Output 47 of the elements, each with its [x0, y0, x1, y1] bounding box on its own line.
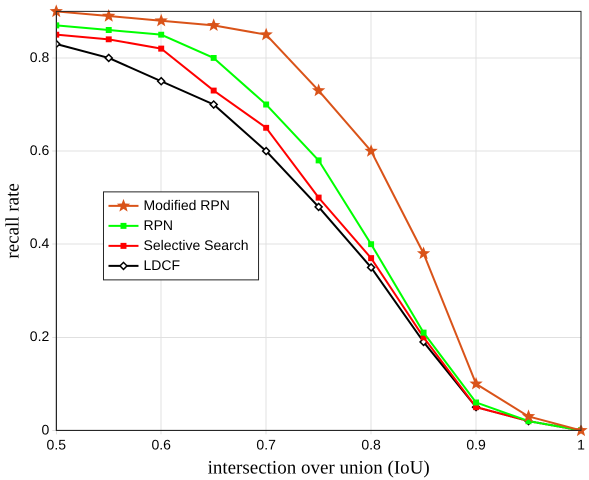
point [106, 27, 112, 33]
y-tick-label: 0 [41, 421, 50, 438]
point [366, 263, 376, 272]
point [154, 14, 168, 26]
legend-label: RPN [143, 216, 174, 233]
point [312, 84, 326, 96]
point [522, 409, 536, 422]
point [102, 9, 116, 22]
point [158, 46, 164, 52]
y-tick-label: 0.8 [30, 48, 50, 65]
x-tick-label: 0.8 [361, 436, 382, 453]
point [158, 32, 164, 38]
point [316, 194, 322, 201]
point [263, 102, 270, 108]
point [106, 36, 112, 42]
point [364, 144, 378, 157]
x-tick-label: 1 [577, 436, 586, 453]
point [210, 88, 217, 94]
x-axis-title: intersection over union (IoU) [208, 458, 430, 479]
y-tick-label: 0.6 [30, 142, 50, 158]
point [207, 18, 220, 32]
legend-label: Selective Search [143, 236, 249, 253]
x-tick-label: 0.9 [466, 436, 486, 453]
point [209, 100, 218, 109]
point [263, 124, 270, 131]
x-tick-label: 0.7 [256, 436, 276, 453]
legend-label: Modified RPN [143, 196, 230, 213]
x-tick-label: 0.5 [46, 436, 66, 453]
point [260, 28, 273, 40]
point [210, 54, 217, 61]
legend-label: LDCF [143, 256, 180, 273]
point [416, 246, 430, 260]
y-tick-label: 0.4 [30, 235, 50, 252]
point [420, 330, 427, 336]
point [156, 76, 166, 86]
point [469, 376, 483, 390]
point [368, 241, 374, 248]
point [473, 399, 480, 406]
point [316, 157, 322, 164]
y-axis-title: recall rate [2, 183, 24, 259]
point [50, 4, 63, 18]
point [104, 54, 113, 62]
x-tick-label: 0.6 [151, 436, 172, 453]
point [314, 202, 323, 212]
point [262, 146, 270, 156]
y-tick-label: 0.2 [30, 328, 50, 344]
point [368, 255, 374, 262]
